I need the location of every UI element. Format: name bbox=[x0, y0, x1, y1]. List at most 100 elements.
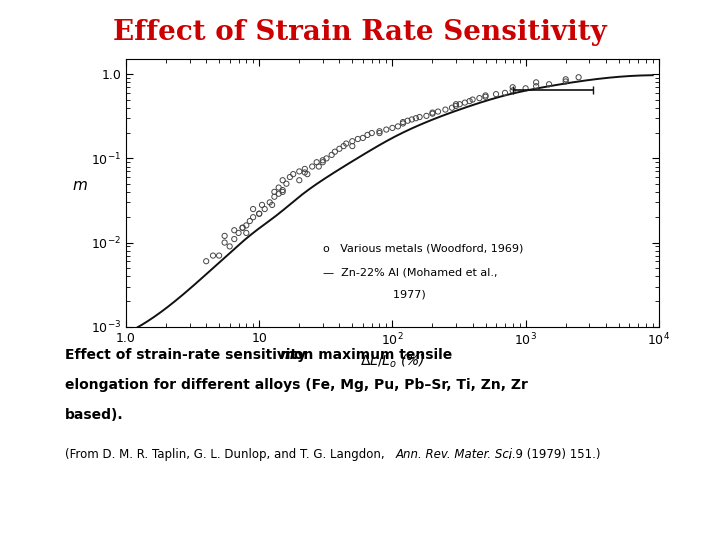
Point bbox=[333, 145, 345, 153]
Point bbox=[480, 92, 491, 101]
Point bbox=[520, 84, 531, 93]
Point bbox=[338, 142, 349, 151]
Point bbox=[531, 78, 542, 87]
Text: based).: based). bbox=[65, 408, 123, 422]
Point bbox=[264, 198, 276, 207]
Point bbox=[273, 190, 284, 198]
Point bbox=[253, 210, 265, 218]
Point bbox=[387, 124, 398, 132]
Point bbox=[346, 142, 358, 151]
Point bbox=[311, 158, 323, 166]
Text: o   Various metals (Woodford, 1969): o Various metals (Woodford, 1969) bbox=[323, 244, 523, 254]
Point bbox=[269, 187, 280, 196]
Point bbox=[410, 114, 422, 123]
Point bbox=[233, 228, 244, 237]
Point bbox=[240, 221, 252, 230]
Point bbox=[284, 173, 296, 181]
Point bbox=[366, 129, 377, 137]
Point bbox=[414, 113, 426, 122]
Point bbox=[420, 112, 432, 120]
Point bbox=[490, 90, 502, 98]
Point bbox=[248, 205, 259, 213]
Point bbox=[392, 122, 404, 131]
Point bbox=[259, 205, 271, 213]
Point bbox=[329, 147, 341, 156]
Point bbox=[277, 187, 289, 196]
Point bbox=[357, 133, 369, 142]
Point bbox=[381, 125, 392, 134]
Point bbox=[560, 77, 572, 86]
Point bbox=[450, 102, 462, 110]
Point bbox=[219, 238, 230, 247]
Point bbox=[253, 210, 265, 218]
X-axis label: $\Delta L/L_o$ (%): $\Delta L/L_o$ (%) bbox=[360, 352, 425, 370]
Point bbox=[507, 83, 518, 92]
Point bbox=[248, 213, 259, 221]
Point bbox=[277, 186, 289, 194]
Point bbox=[294, 176, 305, 185]
Point bbox=[287, 170, 299, 178]
Point bbox=[467, 95, 478, 104]
Point bbox=[200, 257, 212, 266]
Text: (From D. M. R. Taplin, G. L. Dunlop, and T. G. Langdon,: (From D. M. R. Taplin, G. L. Dunlop, and… bbox=[65, 448, 388, 461]
Point bbox=[374, 129, 385, 137]
Text: on maximum tensile: on maximum tensile bbox=[289, 348, 452, 362]
Point bbox=[302, 170, 313, 178]
Point bbox=[450, 100, 462, 109]
Point bbox=[228, 235, 240, 244]
Point bbox=[207, 251, 219, 260]
Point bbox=[317, 156, 328, 165]
Point bbox=[277, 176, 289, 185]
Point bbox=[454, 100, 465, 109]
Point bbox=[317, 158, 328, 166]
Point bbox=[544, 80, 555, 89]
Point bbox=[440, 105, 451, 114]
Point bbox=[346, 137, 358, 145]
Text: m: m bbox=[279, 348, 294, 362]
Point bbox=[480, 91, 491, 100]
Point bbox=[402, 117, 413, 125]
Text: 1977): 1977) bbox=[323, 289, 426, 299]
Point bbox=[464, 97, 475, 105]
Point bbox=[237, 224, 248, 232]
Point bbox=[361, 131, 373, 139]
Point bbox=[307, 162, 318, 171]
Text: Effect of Strain Rate Sensitivity: Effect of Strain Rate Sensitivity bbox=[113, 19, 607, 46]
Point bbox=[256, 200, 268, 209]
Point bbox=[507, 86, 518, 95]
Point bbox=[240, 228, 252, 237]
Point bbox=[374, 127, 385, 136]
Point bbox=[397, 119, 409, 128]
Text: Effect of strain-rate sensitivity: Effect of strain-rate sensitivity bbox=[65, 348, 311, 362]
Point bbox=[299, 168, 310, 177]
Y-axis label: m: m bbox=[72, 178, 87, 193]
Point bbox=[294, 167, 305, 176]
Point bbox=[266, 200, 278, 209]
Point bbox=[560, 75, 572, 84]
Point bbox=[427, 109, 438, 118]
Point bbox=[281, 179, 292, 188]
Point bbox=[299, 165, 310, 173]
Point bbox=[244, 217, 256, 225]
Point bbox=[427, 109, 438, 117]
Point bbox=[459, 98, 471, 107]
Text: —  Zn-22% Al (Mohamed et al.,: — Zn-22% Al (Mohamed et al., bbox=[323, 268, 498, 278]
Point bbox=[397, 118, 409, 126]
Text: , 9 (1979) 151.): , 9 (1979) 151.) bbox=[508, 448, 600, 461]
Point bbox=[219, 232, 230, 240]
Point bbox=[326, 151, 338, 159]
Point bbox=[573, 73, 585, 82]
Point bbox=[320, 154, 332, 163]
Point bbox=[228, 226, 240, 234]
Point bbox=[406, 115, 418, 124]
Point bbox=[341, 139, 352, 148]
Point bbox=[499, 89, 510, 97]
Point bbox=[313, 162, 325, 171]
Point bbox=[273, 183, 284, 192]
Point bbox=[432, 107, 444, 116]
Point bbox=[352, 134, 364, 143]
Point bbox=[269, 192, 280, 201]
Text: Ann. Rev. Mater. Sci.: Ann. Rev. Mater. Sci. bbox=[396, 448, 517, 461]
Point bbox=[237, 224, 248, 232]
Point bbox=[531, 82, 542, 91]
